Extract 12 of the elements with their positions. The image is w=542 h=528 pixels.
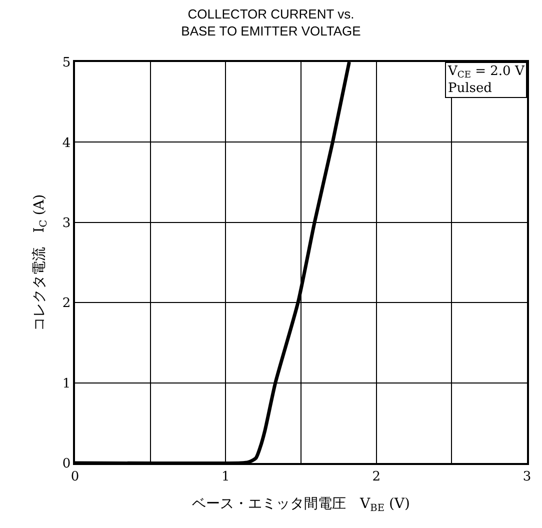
x-axis-title: ベース・エミッタ間電圧 V$_{BE}$ (V) <box>192 496 410 514</box>
y-tick-label: 0 <box>62 456 71 472</box>
x-tick-label: 2 <box>372 469 380 484</box>
x-tick-label: 1 <box>222 469 230 484</box>
y-tick-label: 4 <box>62 136 71 151</box>
annotation: V$_{CE}$ = 2.0 V Pulsed <box>447 64 525 96</box>
y-tick-label: 5 <box>62 56 71 71</box>
y-tick-label: 3 <box>62 216 71 231</box>
chart-title: COLLECTOR CURRENT vs. BASE TO EMITTER VOLTAGE <box>181 6 362 38</box>
y-tick-label: 1 <box>62 376 71 392</box>
y-tick-label: 2 <box>62 296 71 312</box>
x-tick-label: 3 <box>522 469 532 484</box>
